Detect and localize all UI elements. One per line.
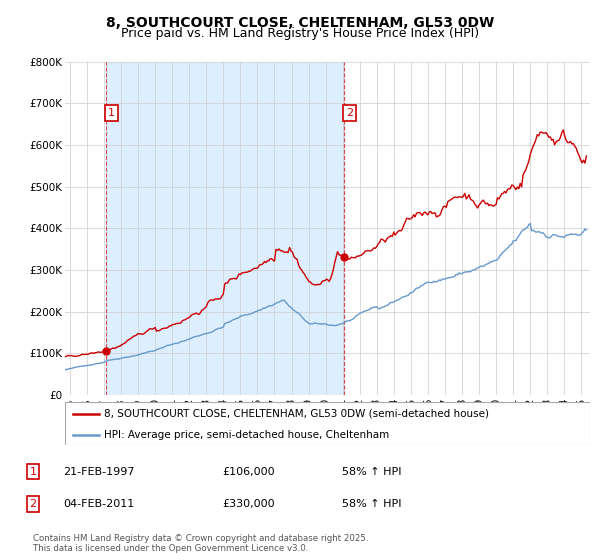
Text: 2: 2 — [346, 108, 353, 118]
Text: HPI: Average price, semi-detached house, Cheltenham: HPI: Average price, semi-detached house,… — [104, 430, 389, 440]
Text: Contains HM Land Registry data © Crown copyright and database right 2025.
This d: Contains HM Land Registry data © Crown c… — [33, 534, 368, 553]
Text: 1: 1 — [108, 108, 115, 118]
Text: 1: 1 — [29, 466, 37, 477]
Text: 8, SOUTHCOURT CLOSE, CHELTENHAM, GL53 0DW: 8, SOUTHCOURT CLOSE, CHELTENHAM, GL53 0D… — [106, 16, 494, 30]
Text: £106,000: £106,000 — [222, 466, 275, 477]
Text: £330,000: £330,000 — [222, 499, 275, 509]
Text: 58% ↑ HPI: 58% ↑ HPI — [342, 466, 401, 477]
Text: 58% ↑ HPI: 58% ↑ HPI — [342, 499, 401, 509]
Bar — [106, 62, 344, 395]
Text: 8, SOUTHCOURT CLOSE, CHELTENHAM, GL53 0DW (semi-detached house): 8, SOUTHCOURT CLOSE, CHELTENHAM, GL53 0D… — [104, 409, 489, 419]
Text: 2: 2 — [29, 499, 37, 509]
Text: Price paid vs. HM Land Registry's House Price Index (HPI): Price paid vs. HM Land Registry's House … — [121, 27, 479, 40]
Text: 21-FEB-1997: 21-FEB-1997 — [63, 466, 134, 477]
FancyBboxPatch shape — [65, 402, 590, 445]
Text: 04-FEB-2011: 04-FEB-2011 — [63, 499, 134, 509]
